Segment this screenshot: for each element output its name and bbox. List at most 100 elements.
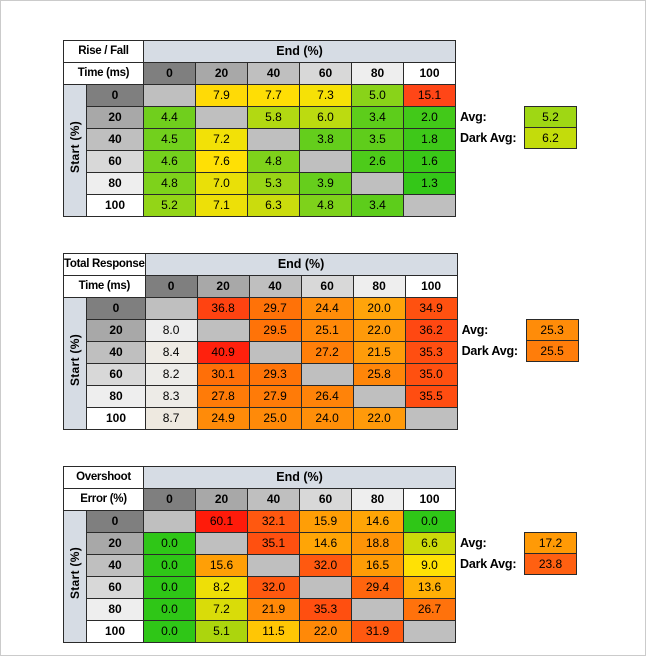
row-header-0: 0 <box>86 84 144 107</box>
heat-cell: 27.9 <box>248 385 302 408</box>
heat-cell: 6.3 <box>247 194 300 217</box>
end-axis-label: End (%) <box>144 253 458 276</box>
end-axis-label: End (%) <box>143 466 456 489</box>
table-title-line1: Overshoot <box>63 466 144 489</box>
row-header-20: 20 <box>86 319 146 342</box>
start-axis-label-text: Start (%) <box>68 333 83 387</box>
heat-cell: 35.3 <box>299 598 352 621</box>
start-axis-label: Start (%) <box>63 84 87 217</box>
dark-avg-row: Dark Avg: 25.5 <box>462 340 579 362</box>
heat-cell: 27.2 <box>300 341 354 364</box>
avg-label: Avg: <box>460 110 487 124</box>
heat-cell <box>144 297 198 320</box>
heat-cell: 3.5 <box>351 128 404 151</box>
row-header-60: 60 <box>86 576 144 599</box>
heat-cell: 15.1 <box>403 84 456 107</box>
row-header-100: 100 <box>86 407 146 430</box>
heat-cell: 3.4 <box>351 106 404 129</box>
avg-value-box: 25.3 <box>525 319 579 341</box>
heat-cell: 7.1 <box>195 194 248 217</box>
end-axis-label: End (%) <box>143 40 456 63</box>
row-header-60: 60 <box>86 150 144 173</box>
heat-cell: 4.8 <box>143 172 196 195</box>
heat-cell: 25.0 <box>248 407 302 430</box>
row-header-80: 80 <box>86 598 144 621</box>
heat-cell: 4.6 <box>143 150 196 173</box>
row-header-80: 80 <box>86 172 144 195</box>
heat-cell: 0.0 <box>143 532 196 555</box>
dark-avg-value-box: 25.5 <box>525 340 579 362</box>
heat-cell: 1.3 <box>403 172 456 195</box>
heat-cell: 31.9 <box>351 620 404 643</box>
row-header-0: 0 <box>86 297 146 320</box>
heat-cell: 22.0 <box>352 319 406 342</box>
overshoot-heatmap-body: Overshoot End (%) Error (%) 0 20 40 60 80 100 Sta… <box>63 466 456 643</box>
col-header-60: 60 <box>300 275 354 298</box>
heat-cell: 20.0 <box>352 297 406 320</box>
heat-cell <box>352 385 406 408</box>
heat-cell: 35.5 <box>404 385 458 408</box>
heat-cell: 6.0 <box>299 106 352 129</box>
heat-cell: 36.8 <box>196 297 250 320</box>
heat-cell: 3.4 <box>351 194 404 217</box>
total-response-heatmap-table: Total Response End (%) Time (ms) 0 20 40 60 80 1… <box>62 253 458 430</box>
dark-avg-value-box: 23.8 <box>524 553 577 575</box>
heat-cell: 13.6 <box>403 576 456 599</box>
dark-avg-row: Dark Avg: 6.2 <box>460 127 577 149</box>
heat-cell: 11.5 <box>247 620 300 643</box>
avg-row: Avg: 5.2 <box>460 106 577 128</box>
heat-cell: 7.0 <box>195 172 248 195</box>
heat-cell <box>299 576 352 599</box>
heat-cell: 7.2 <box>195 598 248 621</box>
heat-cell: 14.6 <box>299 532 352 555</box>
heat-cell: 32.0 <box>299 554 352 577</box>
table-title-line1: Rise / Fall <box>63 40 144 63</box>
heat-cell: 32.0 <box>247 576 300 599</box>
col-header-100: 100 <box>403 488 456 511</box>
heat-cell: 0.0 <box>403 510 456 533</box>
heat-cell: 40.9 <box>196 341 250 364</box>
heat-cell <box>351 172 404 195</box>
heat-cell: 7.6 <box>195 150 248 173</box>
heatmap-block-total-response: Total Response End (%) Time (ms) 0 20 40 60 80 1… <box>62 253 645 430</box>
col-header-20: 20 <box>195 488 248 511</box>
heat-cell: 7.3 <box>299 84 352 107</box>
heat-cell: 35.0 <box>404 363 458 386</box>
start-axis-label-text: Start (%) <box>68 546 82 600</box>
heat-cell <box>143 510 196 533</box>
heat-cell: 7.9 <box>195 84 248 107</box>
heat-cell <box>247 554 300 577</box>
heat-cell: 4.8 <box>299 194 352 217</box>
start-axis-label: Start (%) <box>63 510 87 643</box>
heat-cell: 21.5 <box>352 341 406 364</box>
heat-cell: 1.6 <box>403 150 456 173</box>
dark-avg-row: Dark Avg: 23.8 <box>460 553 577 575</box>
dark-avg-value-box: 6.2 <box>524 127 577 149</box>
heat-cell: 9.0 <box>403 554 456 577</box>
total-response-heatmap-body: Total Response End (%) Time (ms) 0 20 40 60 80 1… <box>62 253 458 430</box>
rise-fall-heatmap-table: Rise / Fall End (%) Time (ms) 0 20 40 60 80 100 S… <box>63 40 456 217</box>
heat-cell: 22.0 <box>299 620 352 643</box>
heat-cell: 5.0 <box>351 84 404 107</box>
heat-cell: 34.9 <box>404 297 458 320</box>
heat-cell <box>404 407 458 430</box>
heat-cell: 4.8 <box>247 150 300 173</box>
row-header-100: 100 <box>86 194 144 217</box>
heat-cell: 15.6 <box>195 554 248 577</box>
heat-cell: 8.7 <box>144 407 198 430</box>
heat-cell: 2.0 <box>403 106 456 129</box>
rise-fall-heatmap-body: Rise / Fall End (%) Time (ms) 0 20 40 60 80 100 S… <box>63 40 456 217</box>
total-response-avg-legend: Avg: 25.3 Dark Avg: 25.5 <box>462 319 579 362</box>
col-header-20: 20 <box>195 62 248 85</box>
heat-cell: 22.0 <box>352 407 406 430</box>
heat-cell: 24.0 <box>300 407 354 430</box>
row-header-60: 60 <box>86 363 146 386</box>
heat-cell <box>300 363 354 386</box>
heat-cell: 0.0 <box>143 576 196 599</box>
heat-cell: 14.6 <box>351 510 404 533</box>
avg-value-box: 5.2 <box>524 106 577 128</box>
heat-cell: 8.3 <box>144 385 198 408</box>
heat-cell: 7.2 <box>195 128 248 151</box>
dark-avg-label: Dark Avg: <box>461 344 519 358</box>
